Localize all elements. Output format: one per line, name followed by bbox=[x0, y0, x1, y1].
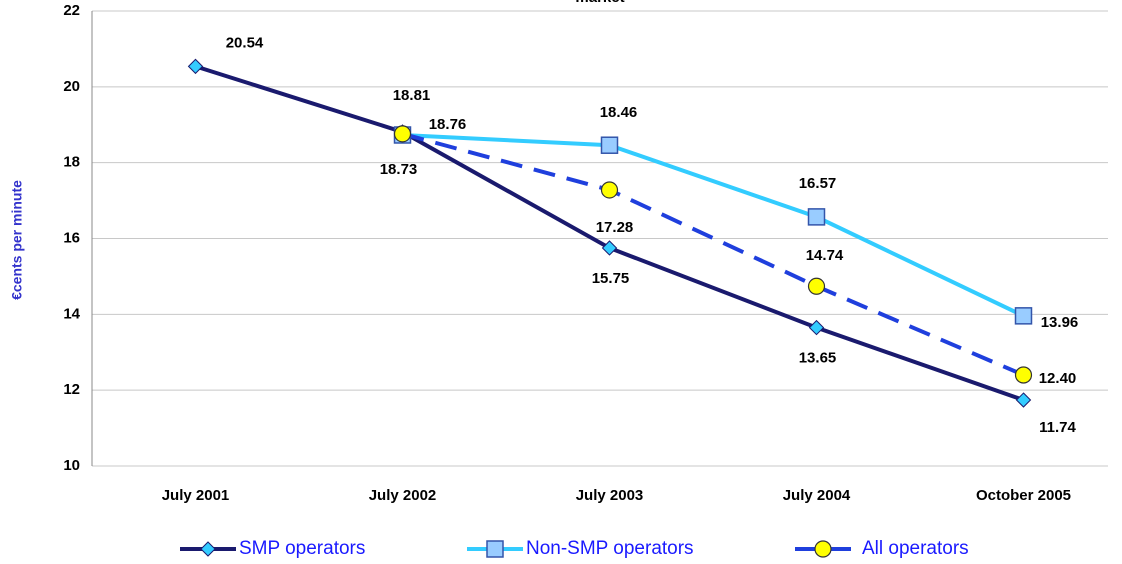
series-line bbox=[401, 131, 1025, 377]
data-label: 12.40 bbox=[1039, 370, 1077, 387]
marker bbox=[1014, 366, 1033, 384]
data-label: 16.57 bbox=[799, 175, 837, 192]
marker bbox=[1014, 307, 1033, 325]
data-label: 14.74 bbox=[806, 247, 844, 264]
marker bbox=[187, 58, 204, 75]
legend-text: Non-SMP operators bbox=[526, 538, 694, 559]
x-tick-label: July 2002 bbox=[369, 487, 437, 504]
data-label: 15.75 bbox=[592, 270, 630, 287]
y-tick-label: 16 bbox=[63, 229, 80, 246]
data-label: 18.81 bbox=[393, 87, 431, 104]
x-tick-label: October 2005 bbox=[976, 487, 1071, 504]
marker bbox=[200, 541, 216, 557]
marker bbox=[814, 540, 832, 558]
x-tick-label: July 2003 bbox=[576, 487, 644, 504]
marker bbox=[393, 125, 412, 143]
marker bbox=[807, 208, 826, 226]
data-label: 13.65 bbox=[799, 350, 837, 367]
marker bbox=[486, 540, 504, 558]
legend-text: SMP operators bbox=[239, 538, 365, 559]
legend-item: Non-SMP operators bbox=[467, 538, 694, 559]
data-label: 18.73 bbox=[380, 161, 418, 178]
marker bbox=[1015, 392, 1032, 408]
y-tick-label: 20 bbox=[63, 78, 80, 95]
data-label: 13.96 bbox=[1041, 314, 1079, 331]
marker bbox=[600, 136, 619, 154]
chart-title: market bbox=[575, 0, 624, 6]
x-tick-label: July 2004 bbox=[783, 487, 851, 504]
legend-item: All operators bbox=[795, 538, 969, 559]
y-tick-label: 10 bbox=[63, 457, 80, 474]
y-tick-label: 22 bbox=[63, 2, 80, 19]
data-label: 18.46 bbox=[600, 104, 638, 121]
legend-item: SMP operators bbox=[180, 538, 365, 559]
marker bbox=[808, 319, 825, 336]
data-label: 18.76 bbox=[429, 116, 467, 133]
data-label: 20.54 bbox=[226, 34, 264, 51]
data-label: 11.74 bbox=[1039, 419, 1076, 436]
marker bbox=[807, 277, 826, 295]
y-axis-title: €cents per minute bbox=[9, 180, 25, 300]
data-label: 17.28 bbox=[596, 219, 634, 236]
series-line bbox=[402, 132, 1025, 318]
y-tick-label: 18 bbox=[63, 154, 80, 171]
legend-text: All operators bbox=[862, 538, 969, 559]
marker bbox=[601, 240, 618, 256]
y-tick-label: 14 bbox=[63, 305, 80, 322]
x-tick-label: July 2001 bbox=[162, 487, 230, 504]
marker bbox=[600, 181, 619, 199]
y-tick-label: 12 bbox=[63, 381, 80, 398]
